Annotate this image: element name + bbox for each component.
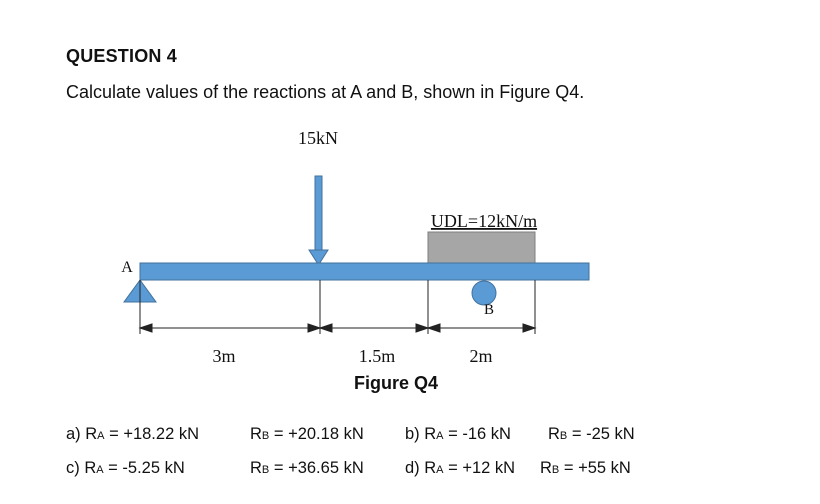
option-c-rb: RB = +36.65 kN — [250, 459, 364, 477]
roller-support-b — [471, 280, 497, 306]
dimension-label-2m: 2m — [469, 346, 492, 366]
point-load-label: 15kN — [298, 128, 338, 148]
figure-caption: Figure Q4 — [354, 373, 438, 393]
option-d-rb: RB = +55 kN — [540, 459, 631, 477]
option-a-ra: a) RA = +18.22 kN — [66, 425, 199, 443]
beam — [139, 262, 590, 281]
option-b-ra: b) RA = -16 kN — [405, 425, 511, 443]
option-c-ra: c) RA = -5.25 kN — [66, 459, 185, 477]
point-load-arrow — [308, 175, 329, 266]
option-b-rb: RB = -25 kN — [548, 425, 635, 443]
option-d-ra: d) RA = +12 kN — [405, 459, 516, 477]
support-b-label: B — [484, 302, 494, 318]
udl-block — [427, 231, 536, 264]
question-text: Calculate values of the reactions at A a… — [66, 82, 585, 102]
question-title: QUESTION 4 — [66, 46, 178, 66]
dimension-label-1-5m: 1.5m — [359, 346, 396, 366]
dimension-extension-lines — [139, 280, 536, 334]
dimension-label-3m: 3m — [212, 346, 235, 366]
option-a-rb: RB = +20.18 kN — [250, 425, 364, 443]
dimension-line — [138, 323, 537, 333]
udl-label: UDL=12kN/m — [431, 211, 537, 231]
support-a-label: A — [121, 259, 133, 276]
